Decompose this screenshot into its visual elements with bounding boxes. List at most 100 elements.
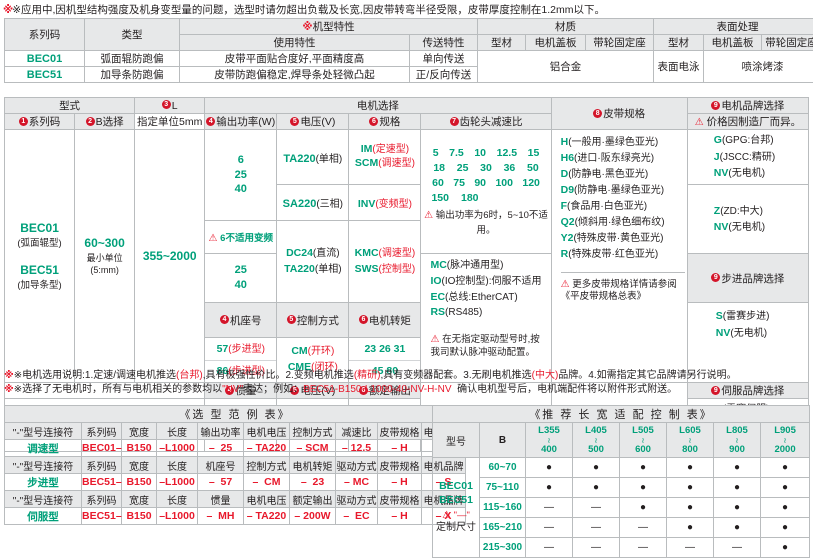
series-feature-table: 系列码 类型 ※※机型特性机型特性 材质 表面处理 使用特性 传送特性 型材 电… — [4, 18, 813, 83]
th-model: 型号 — [433, 423, 480, 458]
cell-mark: ● — [573, 478, 620, 498]
cell-b-range: 60~70 — [480, 458, 526, 478]
cell-mark: — — [573, 518, 620, 538]
cell-mark: ● — [667, 518, 714, 538]
cell-mark: — — [526, 518, 573, 538]
cell-belt-spec-list: H(一般用·墨绿色亚光) H6(进口·阪东绿亮光) D(防静电·黑色亚光) D9… — [551, 130, 687, 383]
top-note: ※※应用中,因机型结构强度及机身变型量的问题，选型时请勿超出负载及长宽,因皮带转… — [3, 2, 605, 17]
ex-value: – H — [378, 474, 422, 491]
cell-motor-brand-list: G(GPG:台邦) J(JSCC:精研) NV(无电机) — [687, 130, 808, 185]
cell-mark: ● — [761, 458, 810, 478]
cell-mark: ● — [714, 478, 761, 498]
th-mat-profile: 型材 — [478, 35, 526, 51]
cell-power-a: 6 25 40 — [205, 130, 277, 221]
cell-gear-ratio: 5 7.5 10 12.5 15 18 25 30 36 50 60 — [421, 130, 551, 254]
th-ex-control: 控制方式 — [290, 423, 336, 440]
cell-mark: ● — [714, 498, 761, 518]
th-ex-series: 系列码 — [82, 457, 122, 474]
ex-value: – TA220 — [244, 440, 290, 457]
cell-mark: ● — [667, 478, 714, 498]
cell-mark: ● — [620, 498, 667, 518]
th-connector: "-"型号连接符 — [5, 491, 82, 508]
ex-value: BEC51– — [82, 474, 122, 491]
example-header-row: "-"型号连接符 系列码 宽度 长度 惯量 电机电压 额定输出 驱动方式 皮带规… — [5, 491, 466, 508]
warning-icon: ⚠ — [209, 233, 218, 244]
example-header-row: "-"型号连接符 系列码 宽度 长度 输出功率 电机电压 控制方式 减速比 皮带… — [5, 423, 466, 440]
cell-transfer: 单向传送 — [410, 51, 478, 67]
badge-3: 3 — [162, 100, 171, 109]
cell-voltage-2: SA220(三相) — [277, 185, 349, 221]
th-ex-drive: 驱动方式 — [336, 457, 378, 474]
th-ex-width: 宽度 — [122, 491, 157, 508]
th-ex-voltage: 电机电压 — [244, 423, 290, 440]
cell-material: 铝合金 — [478, 51, 654, 83]
example-value-row: 步进型 BEC51– B150 –L1000 – 57 – CM – 23 – … — [5, 474, 466, 491]
th-ex-control: 控制方式 — [244, 457, 290, 474]
th-ex-width: 宽度 — [122, 457, 157, 474]
badge-9c: 9 — [711, 386, 720, 395]
cell-mark: ● — [667, 458, 714, 478]
cell-b-range: 165~210 — [480, 518, 526, 538]
cell-mark: ● — [667, 498, 714, 518]
th-transfer-feature: 传送特性 — [410, 35, 478, 51]
ex-value: – MC — [336, 474, 378, 491]
cell-mark: ● — [620, 478, 667, 498]
ex-value: – EC — [336, 508, 378, 525]
badge-5b: 5 — [287, 315, 296, 324]
th-use-feature: 使用特性 — [180, 35, 410, 51]
cell-surface-rest: 喷涂烤漆 — [704, 51, 813, 83]
ex-value: BEC51– — [82, 508, 122, 525]
size-row: 75~110 ● ● ● ● ● ● — [433, 478, 810, 498]
cell-mark: ● — [620, 458, 667, 478]
cell-series-code: BEC51 — [5, 67, 85, 83]
ex-value: –L1000 — [157, 440, 198, 457]
th-group-motor: 电机选择 — [205, 98, 551, 114]
cell-transfer: 正/反向传送 — [410, 67, 478, 83]
cell-mark: — — [573, 498, 620, 518]
ex-value: – 12.5 — [336, 440, 378, 457]
cell-voltage-1: TA220(单相) — [277, 130, 349, 185]
ex-type-label: 步进型 — [5, 474, 82, 491]
th-brand-warn: ⚠ 价格因制造厂而异。 — [687, 114, 808, 130]
warning-icon: ⚠ — [442, 510, 451, 523]
th-ex-drive: 驱动方式 — [336, 491, 378, 508]
example-table-title: 《选 型 范 例 表》 — [5, 406, 466, 423]
ex-value: – TA220 — [244, 508, 290, 525]
th-mat-pulley-base: 带轮固定座 — [586, 35, 654, 51]
badge-9: 9 — [711, 101, 720, 110]
size-table-title: 《推 荐 长 宽 适 配 控 制 表》 — [433, 406, 810, 423]
cell-mark: ● — [526, 478, 573, 498]
th-surf-pulley-base: 带轮固定座 — [762, 35, 813, 51]
th-l-unit-sub: 指定单位5mm — [135, 114, 205, 130]
th-ex-inertia: 惯量 — [198, 491, 244, 508]
th-mat-motor-cover: 电机盖板 — [526, 35, 586, 51]
cell-surface-profile: 表面电泳 — [654, 51, 704, 83]
warning-icon: ⚠ — [695, 117, 704, 128]
th-ex-series: 系列码 — [82, 491, 122, 508]
th-ex-length: 长度 — [157, 457, 198, 474]
th-ex-frame: 机座号 — [198, 457, 244, 474]
cell-motor-brand-list-2: Z(ZD:中大) NV(无电机) — [687, 185, 808, 254]
ex-value: – 200W — [290, 508, 336, 525]
cell-mark: ● — [714, 518, 761, 538]
badge-6b: 6 — [359, 315, 368, 324]
cell-mark: ● — [761, 498, 810, 518]
table-row: BEC01 弧面辊防跑偏 皮带平面贴合度好,平面精度高 单向传送 铝合金 表面电… — [5, 51, 813, 67]
cell-mark: — — [526, 498, 573, 518]
ex-value: – MH — [198, 508, 244, 525]
th-ex-voltage: 电机电压 — [244, 491, 290, 508]
cell-mark: ● — [526, 458, 573, 478]
th-connector: "-"型号连接符 — [5, 457, 82, 474]
th-surf-motor-cover: 电机盖板 — [704, 35, 762, 51]
ex-value: – CM — [244, 474, 290, 491]
th-surf-profile: 型材 — [654, 35, 704, 51]
badge-4b: 4 — [220, 315, 229, 324]
cell-l-value: 355~2000 — [135, 130, 205, 383]
